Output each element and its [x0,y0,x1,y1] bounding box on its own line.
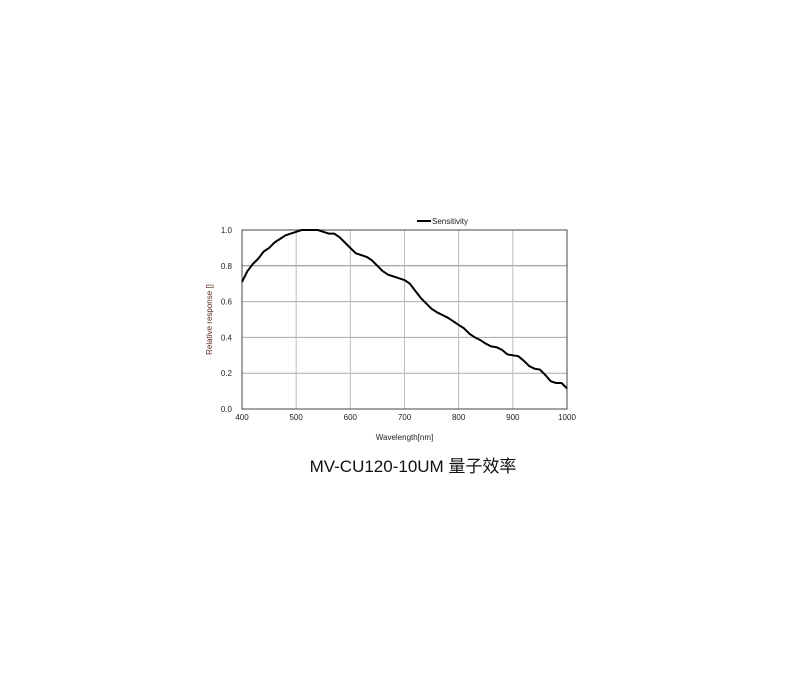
x-tick-label: 500 [289,413,303,422]
legend-label: Sensitivity [432,217,468,226]
x-tick-label: 400 [235,413,249,422]
y-tick-label: 0.4 [221,333,233,342]
x-tick-label: 1000 [558,413,576,422]
y-tick-label: 0.2 [221,369,233,378]
x-tick-label: 800 [452,413,466,422]
y-tick-label: 1.0 [221,226,233,235]
y-tick-label: 0.6 [221,298,233,307]
x-tick-label: 600 [344,413,358,422]
y-tick-label: 0.8 [221,262,233,271]
y-axis-label: Relative response [] [205,284,214,355]
plot-frame [241,229,568,410]
x-axis-label: Wavelength[nm] [376,433,434,442]
chart-caption: MV-CU120-10UM 量子效率 [309,457,517,476]
series-line-sensitivity [241,229,568,390]
x-tick-label: 700 [398,413,412,422]
x-tick-label: 900 [506,413,520,422]
y-tick-label: 0.0 [221,405,233,414]
